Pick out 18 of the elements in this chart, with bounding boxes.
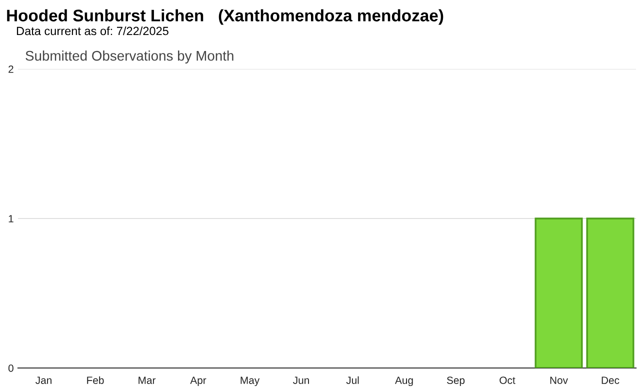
- x-tick-label: Jul: [346, 376, 359, 384]
- x-tick-label: Apr: [190, 376, 206, 386]
- chart-title: Hooded Sunburst Lichen (Xanthomendoza mendozae): [7, 9, 444, 25]
- x-tick-label: Sep: [446, 376, 465, 386]
- x-tick-label: Dec: [602, 376, 620, 384]
- y-tick-label: 2: [8, 66, 14, 73]
- x-tick-label: Aug: [395, 376, 413, 386]
- x-tick-label: Feb: [87, 376, 104, 384]
- x-tick-label: May: [240, 376, 260, 386]
- x-tick-label: Jan: [36, 376, 52, 384]
- x-tick-label: Jun: [293, 376, 309, 384]
- chart-subtitle: Data current as of: 7/22/2025: [16, 26, 168, 36]
- text: Submitted Observations by Month: [26, 50, 234, 64]
- y-tick-label: 0: [8, 364, 14, 372]
- x-tick-label: Mar: [138, 376, 156, 384]
- y-tick-label: 1: [8, 215, 14, 222]
- x-tick-label: Oct: [500, 376, 516, 384]
- x-tick-label: Nov: [550, 376, 568, 384]
